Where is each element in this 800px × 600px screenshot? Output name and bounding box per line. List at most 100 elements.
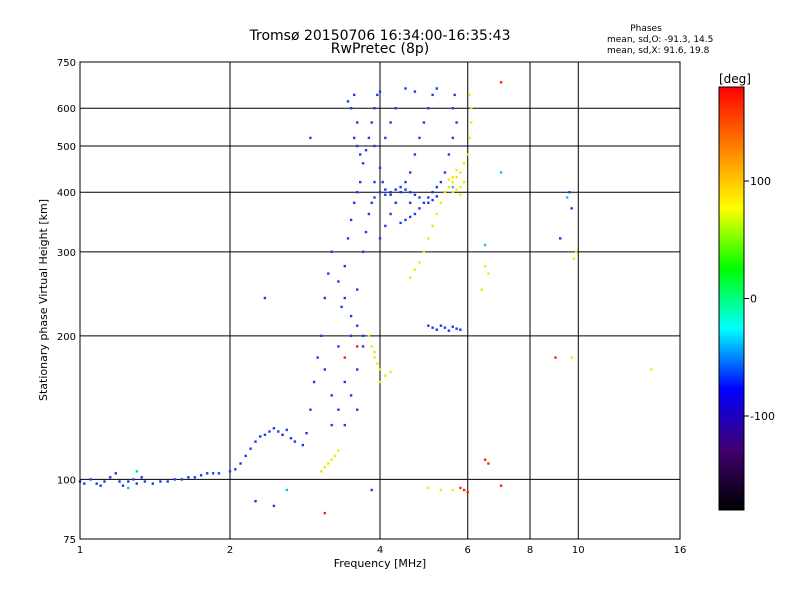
data-point [343, 380, 346, 384]
data-point [99, 484, 102, 487]
data-point [499, 81, 503, 84]
data-point [409, 276, 412, 279]
data-point [356, 144, 359, 148]
data-point [427, 107, 430, 110]
data-point [404, 218, 407, 222]
data-point [346, 100, 350, 103]
data-point [367, 136, 371, 140]
data-point [376, 93, 379, 97]
data-point [554, 356, 557, 359]
data-point [217, 472, 221, 475]
data-point [572, 257, 576, 260]
data-point [404, 180, 407, 184]
data-point [462, 180, 466, 184]
data-point [89, 478, 92, 481]
data-point [455, 327, 458, 330]
data-point [301, 443, 304, 447]
data-point [361, 334, 365, 337]
data-point [483, 264, 487, 268]
data-point [135, 482, 138, 485]
data-point [439, 201, 443, 204]
data-point [364, 149, 368, 152]
data-point [330, 250, 333, 253]
data-point [431, 93, 434, 97]
data-point [427, 237, 430, 240]
x-tick-label: 6 [465, 545, 471, 556]
data-point [499, 484, 503, 487]
data-point [320, 470, 323, 473]
data-point [447, 178, 451, 181]
data-point [343, 423, 346, 427]
data-point [427, 196, 430, 199]
data-point [459, 486, 462, 490]
data-point [327, 272, 330, 275]
data-point [114, 472, 117, 475]
data-point [323, 466, 326, 469]
data-point [330, 394, 333, 397]
data-point [422, 201, 426, 204]
data-point [127, 480, 130, 483]
data-point [470, 107, 473, 110]
data-point [103, 480, 106, 483]
data-point [389, 212, 392, 216]
data-point [356, 408, 359, 411]
data-point [159, 480, 162, 483]
data-point [312, 380, 316, 384]
data-point [483, 243, 487, 247]
data-point [353, 136, 356, 140]
data-point [370, 121, 373, 124]
grid-lines [80, 62, 680, 539]
y-tick-label: 100 [57, 475, 76, 486]
data-point [320, 334, 323, 337]
data-point [443, 171, 447, 174]
data-point [451, 185, 454, 189]
data-point [451, 488, 454, 492]
data-point [337, 345, 340, 348]
data-point [378, 191, 382, 194]
data-point [459, 185, 462, 189]
y-tick-label: 200 [57, 332, 76, 343]
data-point [272, 427, 276, 430]
data-point [568, 191, 571, 194]
data-point [244, 454, 247, 458]
data-point [468, 136, 471, 140]
data-point [343, 356, 346, 359]
data-point [559, 237, 562, 240]
data-point [455, 188, 458, 191]
y-axis-label: Stationary phase Virtual Height [km] [37, 199, 50, 401]
data-point [466, 491, 469, 494]
data-point [333, 454, 337, 458]
data-point [394, 107, 397, 110]
data-point [378, 90, 382, 93]
data-point [435, 328, 438, 331]
data-point [356, 121, 359, 124]
data-point [277, 430, 280, 433]
data-point [83, 482, 86, 485]
data-point [566, 196, 569, 199]
data-point [451, 325, 454, 328]
data-point [439, 180, 443, 184]
chart-subtitle: RwPretec (8p) [331, 41, 429, 57]
data-point [239, 462, 242, 465]
data-point [373, 350, 376, 354]
data-point [480, 288, 483, 291]
colorbar-tick-label: -100 [750, 410, 775, 423]
data-point [127, 486, 130, 490]
data-point [443, 326, 447, 329]
data-point [422, 250, 426, 253]
data-point [447, 329, 451, 332]
y-tick-label: 600 [57, 104, 76, 115]
data-point [378, 166, 382, 169]
data-point [394, 188, 397, 191]
data-point [462, 488, 466, 492]
data-point [349, 107, 353, 110]
x-tick-label: 1 [77, 545, 83, 556]
data-point [346, 237, 350, 240]
data-point [389, 370, 392, 374]
phase-stats-heading: Phases [630, 24, 662, 34]
data-point [309, 408, 312, 411]
data-point [455, 176, 458, 179]
data-point [499, 171, 503, 174]
data-point [435, 195, 438, 198]
